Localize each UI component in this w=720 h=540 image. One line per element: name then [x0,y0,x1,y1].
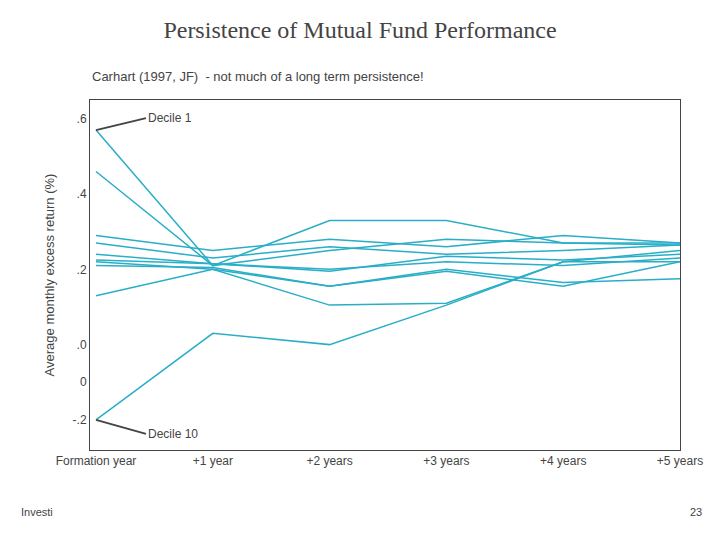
svg-text:-.2: -.2 [73,413,87,427]
svg-text:+2 years: +2 years [306,454,352,468]
svg-text:.6: .6 [77,112,87,126]
svg-text:0: 0 [80,375,87,389]
svg-text:+5 years: +5 years [657,454,703,468]
svg-text:Persistence of Mutual Fund Per: Persistence of Mutual Fund Performance [163,17,556,43]
svg-text:Carhart (1997, JF) - not much: Carhart (1997, JF) - not much of a long … [92,69,424,84]
svg-text:.4: .4 [77,187,87,201]
svg-text:Decile 10: Decile 10 [148,427,198,441]
svg-text:.2: .2 [77,263,87,277]
svg-text:23: 23 [690,506,702,518]
svg-text:+1 year: +1 year [193,454,233,468]
svg-text:Investi: Investi [21,506,53,518]
svg-text:+4 years: +4 years [540,454,586,468]
svg-text:Average monthly excess return: Average monthly excess return (%) [42,174,57,377]
svg-text:Formation year: Formation year [56,454,137,468]
svg-text:.0: .0 [77,338,87,352]
svg-text:+3 years: +3 years [423,454,469,468]
svg-text:Decile 1: Decile 1 [148,111,192,125]
